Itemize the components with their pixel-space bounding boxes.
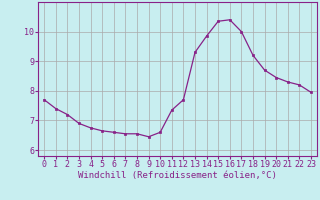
X-axis label: Windchill (Refroidissement éolien,°C): Windchill (Refroidissement éolien,°C) — [78, 171, 277, 180]
